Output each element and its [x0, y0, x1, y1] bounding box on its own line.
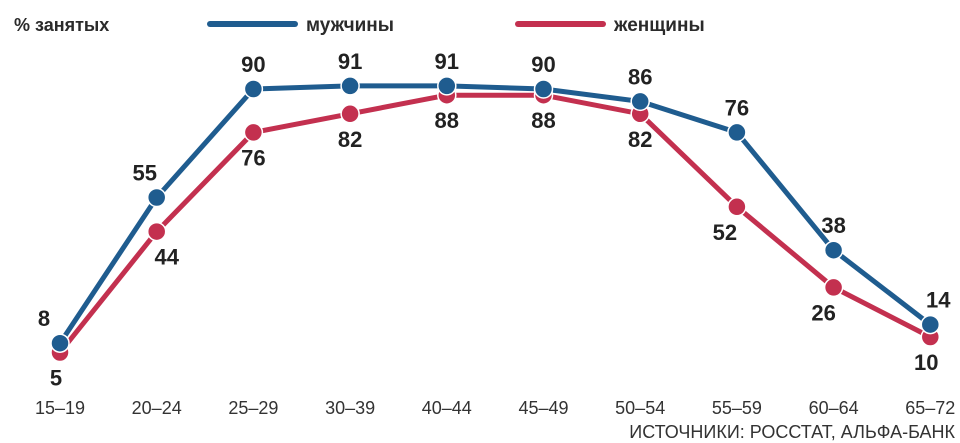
- x-tick-label: 20–24: [132, 398, 182, 418]
- data-label-men-5: 90: [531, 52, 555, 77]
- data-point-men-8: [823, 240, 844, 260]
- data-label-men-7: 76: [725, 95, 749, 120]
- legend: мужчины женщины: [207, 15, 705, 36]
- data-label-men-1: 55: [132, 161, 156, 186]
- data-label-men-3: 91: [338, 49, 362, 74]
- data-label-women-1: 44: [154, 245, 179, 270]
- source-note: ИСТОЧНИКИ: РОССТАТ, АЛЬФА-БАНК: [629, 422, 955, 442]
- data-label-men-9: 14: [926, 288, 951, 313]
- data-label-women-7: 52: [713, 220, 737, 245]
- data-label-women-0: 5: [50, 366, 62, 391]
- x-tick-label: 30–39: [325, 398, 375, 418]
- x-tick-label: 45–49: [518, 398, 568, 418]
- x-tick-label: 40–44: [422, 398, 472, 418]
- data-point-men-2: [243, 79, 264, 99]
- data-label-women-4: 88: [435, 108, 459, 133]
- data-label-men-4: 91: [435, 49, 459, 74]
- data-label-men-6: 86: [628, 64, 652, 89]
- plot-area: 8 55 90 91 91 90 86 76 38 14 5 44 76 82 88 88 82 52 26 10: [38, 49, 951, 391]
- data-point-men-3: [340, 76, 360, 96]
- data-label-men-0: 8: [38, 306, 50, 331]
- data-point-women-3: [340, 104, 360, 124]
- legend-label-women: женщины: [613, 15, 705, 36]
- data-label-women-3: 82: [338, 127, 362, 152]
- x-tick-label: 25–29: [228, 398, 278, 418]
- data-label-women-8: 26: [811, 300, 835, 325]
- data-point-men-9: [920, 314, 941, 335]
- data-point-women-2: [243, 122, 264, 143]
- data-point-men-5: [533, 79, 554, 99]
- data-point-men-1: [146, 187, 167, 208]
- data-point-men-6: [630, 91, 650, 112]
- data-point-women-8: [823, 277, 844, 298]
- data-label-women-6: 82: [628, 127, 652, 152]
- series-line-women: [57, 92, 933, 355]
- x-tick-label: 55–59: [712, 398, 762, 418]
- x-tick-label: 15–19: [35, 398, 85, 418]
- legend-label-men: мужчины: [306, 15, 394, 36]
- data-point-men-7: [727, 122, 747, 143]
- data-point-women-1: [146, 221, 167, 242]
- data-label-women-2: 76: [241, 145, 265, 170]
- x-tick-label: 50–54: [615, 398, 665, 418]
- data-point-men-4: [437, 76, 457, 96]
- series-line-men: [57, 83, 933, 346]
- data-label-women-5: 88: [531, 108, 555, 133]
- x-axis-ticks: 15–19 20–24 25–29 30–39 40–44 45–49 50–54 55–59…: [35, 398, 955, 418]
- x-tick-label: 65–72: [905, 398, 955, 418]
- x-tick-label: 60–64: [809, 398, 859, 418]
- data-label-men-8: 38: [821, 213, 845, 238]
- data-point-women-7: [727, 197, 747, 217]
- data-label-men-2: 90: [241, 52, 265, 77]
- data-label-women-9: 10: [914, 350, 938, 375]
- data-point-men-0: [50, 333, 70, 353]
- y-axis-label: % занятых: [14, 15, 109, 35]
